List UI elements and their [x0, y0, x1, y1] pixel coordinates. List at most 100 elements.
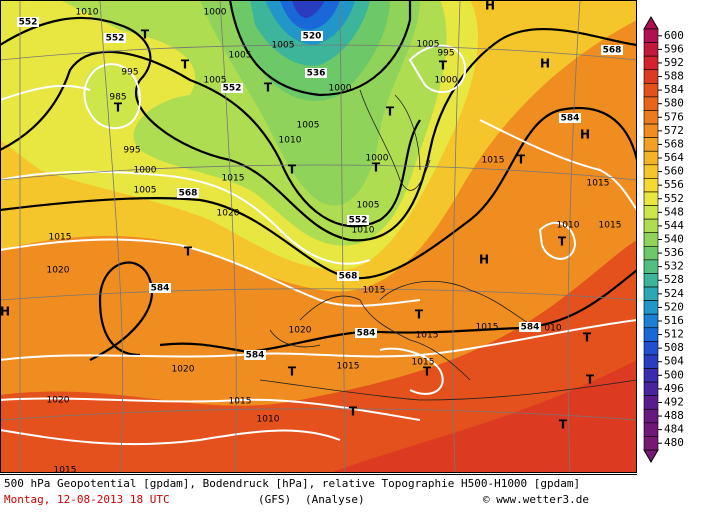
contour-label: 985 [109, 93, 126, 103]
scale-box [643, 395, 659, 410]
pressure-center: T [141, 28, 150, 42]
contour-label: 1000 [366, 154, 389, 164]
scale-box [643, 110, 659, 125]
contour-label: 995 [437, 49, 454, 59]
contour-label: 1015 [49, 233, 72, 243]
pressure-center: T [423, 365, 432, 379]
scale-label: 484 [664, 423, 684, 436]
contour-label: 568 [339, 272, 358, 282]
contour-label: 1005 [272, 41, 295, 51]
label-background [559, 113, 581, 123]
scale-box [643, 408, 659, 424]
label-background [301, 31, 323, 41]
scale-label: 536 [664, 246, 684, 259]
contour-label: 1005 [417, 40, 440, 50]
scale-label: 596 [664, 42, 684, 55]
pressure-center: H [580, 128, 590, 142]
contour-label: 1000 [435, 76, 458, 86]
pressure-center: T [264, 81, 273, 95]
scale-box [643, 354, 659, 369]
contour-label: 1010 [557, 221, 580, 231]
scale-label: 600 [664, 29, 684, 42]
contour-label: 1000 [329, 84, 352, 94]
scale-box [643, 368, 659, 383]
scale-label: 548 [664, 205, 684, 218]
pressure-center: T [181, 58, 190, 72]
scale-box [643, 123, 659, 138]
contour-label: 1015 [222, 174, 245, 184]
contour-label: 1000 [134, 166, 157, 176]
scale-box [643, 341, 659, 356]
scale-box [643, 28, 659, 43]
scale-label: 500 [664, 368, 684, 381]
scale-label: 532 [664, 260, 684, 273]
scale-box [643, 327, 659, 342]
pressure-center: T [559, 418, 568, 432]
scale-box [643, 83, 659, 98]
contour-label: 1020 [47, 266, 70, 276]
label-background [347, 215, 369, 225]
scale-label: 520 [664, 300, 684, 313]
label-background [104, 33, 126, 43]
contour-label: 552 [106, 34, 125, 44]
label-background [519, 322, 541, 332]
scale-box [643, 69, 659, 84]
scale-label: 480 [664, 436, 684, 449]
map-frame [0, 0, 637, 473]
pressure-center: T [415, 308, 424, 322]
contour-label: 1015 [363, 286, 386, 296]
scale-arrow-bottom [643, 449, 659, 463]
scale-label: 576 [664, 110, 684, 123]
contour-label: 1010 [279, 136, 302, 146]
scale-box [643, 245, 659, 261]
contour-label: 568 [603, 46, 622, 56]
scale-box [643, 150, 659, 166]
pressure-center: T [386, 105, 395, 119]
pressure-center: T [517, 153, 526, 167]
caption-model: (GFS) [258, 493, 291, 506]
label-background [221, 83, 243, 93]
pressure-center: H [0, 305, 10, 319]
contour-label: 1015 [337, 362, 360, 372]
color-scale: 6005965925885845805765725685645605565525… [643, 16, 684, 463]
scale-label: 556 [664, 178, 684, 191]
contour-label: 584 [357, 329, 376, 339]
pressure-center: T [288, 163, 297, 177]
contour-label: 552 [19, 18, 38, 28]
pressure-center: H [479, 253, 489, 267]
scale-label: 488 [664, 409, 684, 422]
scale-box [643, 137, 659, 152]
contour-label: 1010 [76, 8, 99, 18]
contour-label: 584 [151, 284, 170, 294]
contour-label: 568 [179, 189, 198, 199]
label-background [177, 188, 199, 198]
scale-label: 580 [664, 97, 684, 110]
scale-box [643, 313, 659, 329]
scale-label: 524 [664, 287, 684, 300]
scale-label: 588 [664, 70, 684, 83]
scale-box [643, 286, 659, 301]
contour-label: 1015 [587, 179, 610, 189]
pressure-center: H [485, 0, 495, 13]
scale-box [643, 422, 659, 437]
scale-box [643, 273, 659, 288]
scale-box [643, 232, 659, 247]
scale-label: 504 [664, 355, 684, 368]
scale-label: 544 [664, 219, 684, 232]
scale-box [643, 42, 659, 57]
contour-label: 1005 [357, 201, 380, 211]
contour-label: 584 [561, 114, 580, 124]
contour-label: 536 [307, 69, 326, 79]
contour-label: 1010 [352, 226, 375, 236]
scale-label: 492 [664, 395, 684, 408]
contour-label: 1005 [134, 186, 157, 196]
scale-label: 508 [664, 341, 684, 354]
label-background [355, 328, 377, 338]
scale-box [643, 191, 659, 206]
pressure-center: T [184, 245, 193, 259]
contour-label: 1020 [47, 396, 70, 406]
contour-label: 1010 [257, 415, 280, 425]
scale-box [643, 96, 659, 111]
